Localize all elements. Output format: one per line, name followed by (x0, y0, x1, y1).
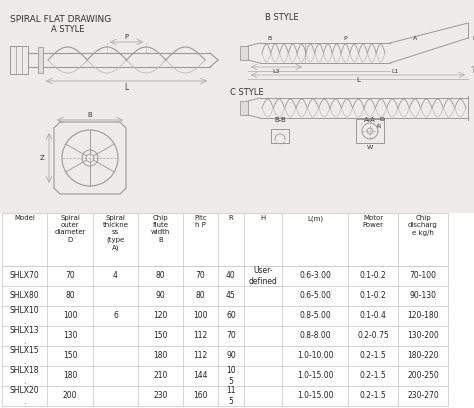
Bar (10, 46, 28, 74)
Text: 100: 100 (193, 311, 208, 321)
Text: 90: 90 (155, 291, 165, 301)
Text: C STYLE: C STYLE (230, 88, 264, 97)
Text: 0.2-1.5: 0.2-1.5 (360, 372, 386, 381)
Text: 112: 112 (193, 331, 208, 341)
Text: D: D (380, 117, 384, 122)
Text: A-A: A-A (364, 117, 376, 123)
Text: Chip
flute
width
B: Chip flute width B (151, 215, 170, 243)
Text: 70: 70 (196, 271, 205, 281)
Text: 10
5: 10 5 (226, 366, 236, 386)
Text: Chip
discharg
e kg/h: Chip discharg e kg/h (408, 215, 438, 235)
Text: B: B (268, 36, 272, 41)
Text: 70: 70 (65, 271, 75, 281)
Text: 180: 180 (63, 372, 77, 381)
Text: Spiral
outer
diameter
D: Spiral outer diameter D (54, 215, 86, 243)
Text: 150: 150 (63, 352, 77, 361)
Text: 1.0-15.00: 1.0-15.00 (297, 392, 333, 401)
Text: 80: 80 (155, 271, 165, 281)
Text: Z: Z (40, 155, 45, 161)
Text: L3: L3 (273, 69, 280, 74)
Text: 130: 130 (63, 331, 77, 341)
Text: 0.1-0.2: 0.1-0.2 (360, 271, 386, 281)
Text: B: B (88, 112, 92, 118)
Text: 120: 120 (153, 311, 168, 321)
Text: 45: 45 (226, 291, 236, 301)
Text: 80: 80 (65, 291, 75, 301)
Text: L1: L1 (392, 69, 399, 74)
Text: 0.1-0.4: 0.1-0.4 (360, 311, 386, 321)
Text: Model: Model (14, 215, 35, 221)
Text: 1.0-15.00: 1.0-15.00 (297, 372, 333, 381)
Text: 230-270: 230-270 (407, 392, 439, 401)
Text: 120-180: 120-180 (407, 311, 439, 321)
Text: B: B (473, 36, 474, 41)
Text: 230: 230 (153, 392, 168, 401)
Text: 4: 4 (113, 271, 118, 281)
Text: 80: 80 (196, 291, 205, 301)
Text: 0.2-1.5: 0.2-1.5 (360, 392, 386, 401)
Text: L(m): L(m) (307, 215, 323, 222)
Text: SHLX13
.: SHLX13 . (9, 326, 39, 346)
Bar (38, 47, 43, 73)
Text: 70: 70 (226, 331, 236, 341)
Text: Motor
Power: Motor Power (363, 215, 383, 228)
Text: 0.8-5.00: 0.8-5.00 (299, 311, 331, 321)
Text: User-
defined: User- defined (248, 266, 277, 286)
Text: R: R (376, 124, 380, 129)
Bar (356, 119, 384, 143)
Text: SHLX80: SHLX80 (9, 291, 39, 301)
Text: 0.6-5.00: 0.6-5.00 (299, 291, 331, 301)
Text: 0.1-0.2: 0.1-0.2 (360, 291, 386, 301)
Text: R: R (228, 215, 233, 221)
Text: P: P (125, 34, 128, 40)
Bar (0, 213, 474, 408)
Text: A: A (413, 36, 417, 41)
Text: L2: L2 (473, 69, 474, 74)
Text: SHLX18
.: SHLX18 . (10, 366, 39, 386)
Text: A STYLE: A STYLE (51, 25, 85, 34)
Text: 0.2-1.5: 0.2-1.5 (360, 352, 386, 361)
Text: B-B: B-B (274, 117, 286, 123)
Text: 180-220: 180-220 (407, 352, 439, 361)
Text: 40: 40 (226, 271, 236, 281)
Text: 60: 60 (226, 311, 236, 321)
Text: 6: 6 (113, 311, 118, 321)
Text: 90: 90 (226, 352, 236, 361)
Text: 0.6-3.00: 0.6-3.00 (299, 271, 331, 281)
Bar (0, 0, 474, 208)
Text: 130-200: 130-200 (407, 331, 439, 341)
Text: SHLX20
.: SHLX20 . (9, 386, 39, 406)
Text: B STYLE: B STYLE (265, 13, 299, 22)
Text: L: L (124, 83, 128, 92)
Text: SHLX15
.: SHLX15 . (9, 346, 39, 366)
Text: 0.8-8.00: 0.8-8.00 (299, 331, 331, 341)
Text: 144: 144 (193, 372, 208, 381)
Text: 100: 100 (63, 311, 77, 321)
Text: 1.0-10.00: 1.0-10.00 (297, 352, 333, 361)
Text: 180: 180 (153, 352, 168, 361)
Text: 150: 150 (153, 331, 168, 341)
Text: 70-100: 70-100 (410, 271, 437, 281)
Text: L: L (356, 77, 360, 83)
Text: H: H (260, 215, 265, 221)
Text: 200-250: 200-250 (407, 372, 439, 381)
Bar (240, 46, 248, 60)
Text: SHLX70: SHLX70 (9, 271, 39, 281)
Text: 210: 210 (153, 372, 168, 381)
Text: 90-130: 90-130 (410, 291, 437, 301)
Text: SHLX10
.: SHLX10 . (9, 306, 39, 326)
Text: 11
5: 11 5 (226, 386, 236, 406)
Text: 160: 160 (193, 392, 208, 401)
Bar (240, 101, 248, 115)
Text: 112: 112 (193, 352, 208, 361)
Text: Pitc
h P: Pitc h P (194, 215, 207, 228)
Text: 200: 200 (63, 392, 77, 401)
Text: SPIRAL FLAT DRAWING: SPIRAL FLAT DRAWING (10, 15, 111, 24)
Text: W: W (367, 145, 373, 150)
Text: P: P (343, 36, 347, 41)
Text: 0.2-0.75: 0.2-0.75 (357, 331, 389, 341)
Text: Spiral
thickne
ss
(type
A): Spiral thickne ss (type A) (102, 215, 128, 251)
